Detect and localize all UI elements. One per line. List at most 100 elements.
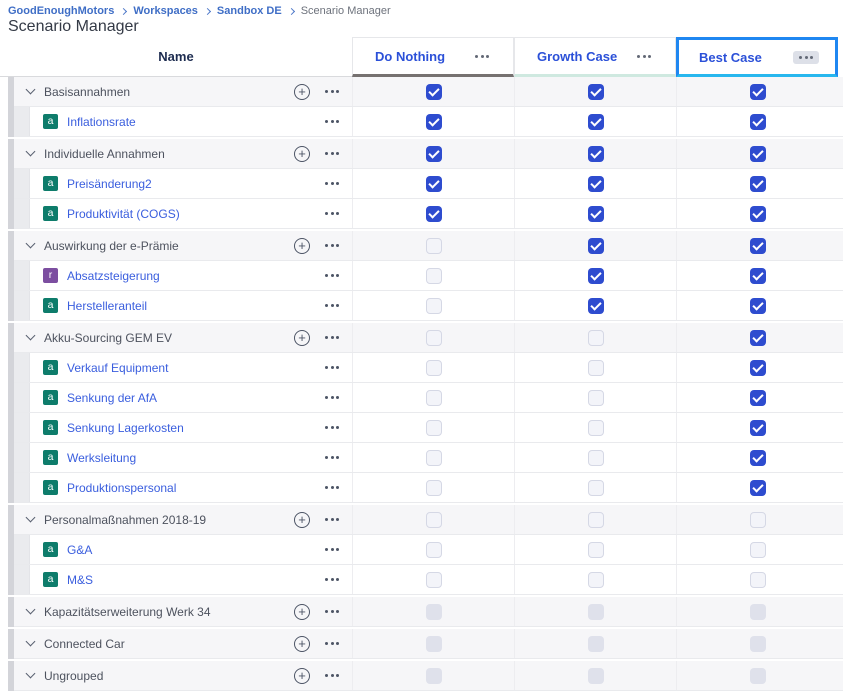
row-menu-button[interactable]	[325, 120, 339, 123]
scenario-checkbox-growth-case[interactable]	[587, 83, 604, 100]
scenario-checkbox-do-nothing[interactable]	[425, 237, 442, 254]
scenario-checkbox-best-case[interactable]	[749, 389, 766, 406]
item-link[interactable]: Senkung der AfA	[67, 390, 158, 405]
item-link[interactable]: Produktionspersonal	[67, 480, 177, 495]
scenario-checkbox-growth-case[interactable]	[587, 571, 604, 588]
add-item-button[interactable]: +	[294, 237, 310, 254]
scenario-menu-button[interactable]	[469, 50, 495, 63]
scenario-checkbox-best-case[interactable]	[749, 145, 766, 162]
row-menu-button[interactable]	[325, 90, 339, 93]
breadcrumb-link-workspace-root[interactable]: GoodEnoughMotors	[8, 5, 115, 17]
scenario-checkbox-growth-case[interactable]	[587, 541, 604, 558]
breadcrumb-link-workspaces[interactable]: Workspaces	[133, 5, 198, 17]
scenario-checkbox-growth-case[interactable]	[587, 419, 604, 436]
scenario-checkbox-do-nothing[interactable]	[425, 541, 442, 558]
chevron-down-icon[interactable]	[25, 636, 36, 647]
item-link[interactable]: M&S	[67, 572, 94, 587]
scenario-checkbox-best-case[interactable]	[749, 175, 766, 192]
chevron-down-icon[interactable]	[25, 512, 36, 523]
row-menu-button[interactable]	[325, 304, 339, 307]
scenario-checkbox-growth-case[interactable]	[587, 205, 604, 222]
scenario-checkbox-best-case[interactable]	[749, 541, 766, 558]
item-link[interactable]: Absatzsteigerung	[67, 268, 160, 283]
scenario-checkbox-growth-case[interactable]	[587, 511, 604, 528]
scenario-checkbox-best-case[interactable]	[749, 329, 766, 346]
item-link[interactable]: Inflationsrate	[67, 114, 136, 129]
item-link[interactable]: G&A	[67, 542, 93, 557]
scenario-checkbox-growth-case[interactable]	[587, 145, 604, 162]
scenario-checkbox-best-case[interactable]	[749, 511, 766, 528]
scenario-checkbox-do-nothing[interactable]	[425, 359, 442, 376]
scenario-checkbox-best-case[interactable]	[749, 419, 766, 436]
chevron-down-icon[interactable]	[25, 84, 36, 95]
scenario-checkbox-growth-case[interactable]	[587, 237, 604, 254]
row-menu-button[interactable]	[325, 336, 339, 339]
add-item-button[interactable]: +	[294, 511, 310, 528]
row-menu-button[interactable]	[325, 396, 339, 399]
chevron-down-icon[interactable]	[25, 330, 36, 341]
scenario-checkbox-do-nothing[interactable]	[425, 145, 442, 162]
row-menu-button[interactable]	[325, 212, 339, 215]
row-menu-button[interactable]	[325, 610, 339, 613]
scenario-checkbox-best-case[interactable]	[749, 205, 766, 222]
scenario-checkbox-do-nothing[interactable]	[425, 83, 442, 100]
row-menu-button[interactable]	[325, 426, 339, 429]
row-menu-button[interactable]	[325, 548, 339, 551]
scenario-checkbox-do-nothing[interactable]	[425, 297, 442, 314]
scenario-checkbox-growth-case[interactable]	[587, 449, 604, 466]
scenario-checkbox-growth-case[interactable]	[587, 267, 604, 284]
item-link[interactable]: Verkauf Equipment	[67, 360, 169, 375]
scenario-checkbox-growth-case[interactable]	[587, 359, 604, 376]
scenario-checkbox-do-nothing[interactable]	[425, 479, 442, 496]
scenario-checkbox-do-nothing[interactable]	[425, 205, 442, 222]
row-menu-button[interactable]	[325, 244, 339, 247]
row-menu-button[interactable]	[325, 578, 339, 581]
scenario-checkbox-do-nothing[interactable]	[425, 267, 442, 284]
scenario-checkbox-do-nothing[interactable]	[425, 329, 442, 346]
chevron-down-icon[interactable]	[25, 238, 36, 249]
add-item-button[interactable]: +	[294, 603, 310, 620]
scenario-checkbox-best-case[interactable]	[749, 267, 766, 284]
row-menu-button[interactable]	[325, 518, 339, 521]
scenario-checkbox-best-case[interactable]	[749, 83, 766, 100]
row-menu-button[interactable]	[325, 486, 339, 489]
scenario-checkbox-best-case[interactable]	[749, 297, 766, 314]
scenario-checkbox-growth-case[interactable]	[587, 479, 604, 496]
row-menu-button[interactable]	[325, 274, 339, 277]
add-item-button[interactable]: +	[294, 329, 310, 346]
item-link[interactable]: Preisänderung2	[67, 176, 152, 191]
scenario-checkbox-do-nothing[interactable]	[425, 511, 442, 528]
row-menu-button[interactable]	[325, 152, 339, 155]
row-menu-button[interactable]	[325, 642, 339, 645]
row-menu-button[interactable]	[325, 182, 339, 185]
scenario-column-header-do-nothing[interactable]: Do Nothing	[352, 37, 514, 77]
scenario-checkbox-growth-case[interactable]	[587, 329, 604, 346]
scenario-checkbox-growth-case[interactable]	[587, 389, 604, 406]
scenario-checkbox-growth-case[interactable]	[587, 113, 604, 130]
scenario-checkbox-do-nothing[interactable]	[425, 571, 442, 588]
scenario-column-header-growth-case[interactable]: Growth Case	[514, 37, 676, 77]
scenario-checkbox-best-case[interactable]	[749, 359, 766, 376]
scenario-checkbox-best-case[interactable]	[749, 113, 766, 130]
breadcrumb-link-sandbox[interactable]: Sandbox DE	[216, 5, 282, 17]
scenario-checkbox-growth-case[interactable]	[587, 175, 604, 192]
item-link[interactable]: Senkung Lagerkosten	[67, 420, 184, 435]
scenario-menu-button[interactable]	[631, 50, 657, 63]
chevron-down-icon[interactable]	[25, 604, 36, 615]
scenario-checkbox-do-nothing[interactable]	[425, 419, 442, 436]
scenario-checkbox-best-case[interactable]	[749, 571, 766, 588]
row-menu-button[interactable]	[325, 456, 339, 459]
chevron-down-icon[interactable]	[25, 146, 36, 157]
item-link[interactable]: Produktivität (COGS)	[67, 206, 180, 221]
add-item-button[interactable]: +	[294, 667, 310, 684]
add-item-button[interactable]: +	[294, 83, 310, 100]
scenario-checkbox-do-nothing[interactable]	[425, 449, 442, 466]
row-menu-button[interactable]	[325, 674, 339, 677]
scenario-checkbox-do-nothing[interactable]	[425, 175, 442, 192]
scenario-checkbox-do-nothing[interactable]	[425, 389, 442, 406]
scenario-checkbox-best-case[interactable]	[749, 479, 766, 496]
scenario-checkbox-best-case[interactable]	[749, 449, 766, 466]
chevron-down-icon[interactable]	[25, 668, 36, 679]
row-menu-button[interactable]	[325, 366, 339, 369]
scenario-checkbox-best-case[interactable]	[749, 237, 766, 254]
